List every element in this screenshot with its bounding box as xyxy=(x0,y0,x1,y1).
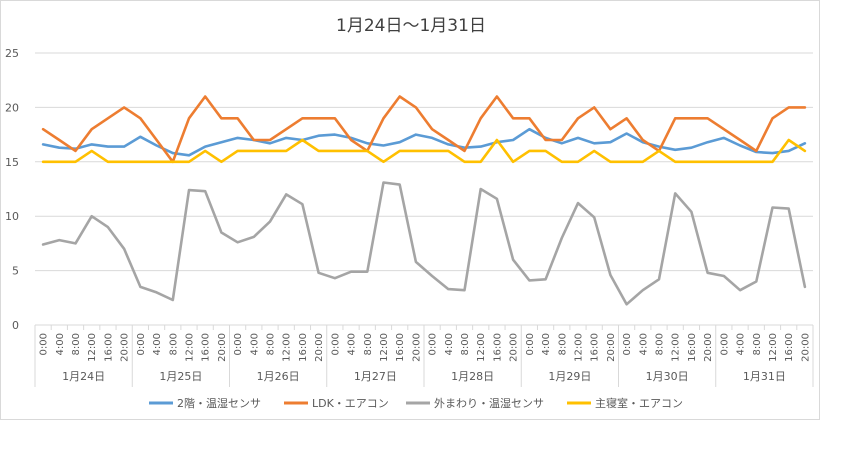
x-tick-label: 4:00 xyxy=(55,333,66,355)
x-tick-label: 4:00 xyxy=(736,333,747,355)
series-line-2 xyxy=(41,95,807,164)
x-tick-label: 8:00 xyxy=(71,333,82,355)
x-tick-label: 16:00 xyxy=(103,333,114,362)
x-tick-label: 20:00 xyxy=(509,333,520,362)
y-tick-label: 10 xyxy=(5,210,19,223)
legend-label: 2階・温湿センサ xyxy=(177,396,261,410)
legend-label: LDK・エアコン xyxy=(312,397,389,410)
x-tick-label: 20:00 xyxy=(606,333,617,362)
x-tick-label: 0:00 xyxy=(428,333,439,355)
x-tick-label: 12:00 xyxy=(671,333,682,362)
x-tick-label: 12:00 xyxy=(184,333,195,362)
x-tick-label: 0:00 xyxy=(525,333,536,355)
x-tick-label: 16:00 xyxy=(687,333,698,362)
series-line-3 xyxy=(41,181,807,306)
x-tick-label: 12:00 xyxy=(282,333,293,362)
x-tick-label: 4:00 xyxy=(541,333,552,355)
x-tick-label: 20:00 xyxy=(217,333,228,362)
chart-title: 1月24日～1月31日 xyxy=(336,16,486,36)
y-tick-label: 25 xyxy=(5,47,19,60)
x-tick-label: 0:00 xyxy=(719,333,730,355)
x-tick-label: 4:00 xyxy=(152,333,163,355)
series-line-4 xyxy=(41,138,807,164)
day-label: 1月24日 xyxy=(62,370,105,383)
x-tick-label: 0:00 xyxy=(136,333,147,355)
chart-area: 1月24日～1月31日 0 5 10 15 20 25 0:00 4:00 8:00 12:00… xyxy=(0,0,820,420)
day-label: 1月25日 xyxy=(159,370,202,383)
x-tick-label: 16:00 xyxy=(492,333,503,362)
y-tick-label: 0 xyxy=(12,319,19,332)
day-label: 1月29日 xyxy=(548,370,591,383)
x-tick-label: 4:00 xyxy=(249,333,260,355)
x-tick-label: 4:00 xyxy=(347,333,358,355)
x-tick-label: 16:00 xyxy=(298,333,309,362)
day-label: 1月30日 xyxy=(646,370,689,383)
x-tick-label: 12:00 xyxy=(379,333,390,362)
day-label: 1月28日 xyxy=(451,370,494,383)
line-chart: 1月24日～1月31日 0 5 10 15 20 25 0:00 4:00 8:00 12:00… xyxy=(5,16,814,410)
x-tick-label: 0:00 xyxy=(233,333,244,355)
x-tick-label: 20:00 xyxy=(703,333,714,362)
legend: 2階・温湿センサ LDK・エアコン 外まわり・温湿センサ 主寝室・エアコン xyxy=(149,396,683,410)
x-tick-label: 20:00 xyxy=(120,333,131,362)
y-tick-label: 5 xyxy=(12,265,19,278)
legend-label: 外まわり・温湿センサ xyxy=(434,397,544,410)
x-tick-label: 16:00 xyxy=(590,333,601,362)
x-tick-label: 16:00 xyxy=(201,333,212,362)
y-tick-label: 20 xyxy=(5,101,19,114)
x-tick-label: 4:00 xyxy=(638,333,649,355)
x-tick-label: 16:00 xyxy=(784,333,795,362)
x-tick-label: 12:00 xyxy=(476,333,487,362)
x-tick-label: 12:00 xyxy=(87,333,98,362)
day-label: 1月27日 xyxy=(354,370,397,383)
x-tick-label: 8:00 xyxy=(168,333,179,355)
x-tick-label: 8:00 xyxy=(266,333,277,355)
x-tick-label: 8:00 xyxy=(363,333,374,355)
x-tick-label: 20:00 xyxy=(314,333,325,362)
series-lines xyxy=(41,95,807,306)
y-axis: 0 5 10 15 20 25 xyxy=(5,47,19,332)
x-tick-label: 20:00 xyxy=(800,333,811,362)
x-tick-label: 12:00 xyxy=(768,333,779,362)
x-tick-label: 8:00 xyxy=(557,333,568,355)
x-tick-label: 16:00 xyxy=(395,333,406,362)
x-tick-label: 4:00 xyxy=(444,333,455,355)
x-axis: 0:00 4:00 8:00 12:00 16:00 20:00 0:00 4:00 8:00 1… xyxy=(34,324,814,387)
x-tick-label: 0:00 xyxy=(330,333,341,355)
x-tick-label: 12:00 xyxy=(573,333,584,362)
x-tick-label: 0:00 xyxy=(39,333,50,355)
x-tick-label: 8:00 xyxy=(460,333,471,355)
x-tick-label: 8:00 xyxy=(655,333,666,355)
x-tick-label: 8:00 xyxy=(752,333,763,355)
x-tick-label: 0:00 xyxy=(622,333,633,355)
day-label: 1月26日 xyxy=(257,370,300,383)
x-tick-label: 20:00 xyxy=(411,333,422,362)
y-tick-label: 15 xyxy=(5,156,19,169)
series-line-1 xyxy=(41,127,807,157)
legend-label: 主寝室・エアコン xyxy=(595,396,683,410)
day-label: 1月31日 xyxy=(743,370,786,383)
